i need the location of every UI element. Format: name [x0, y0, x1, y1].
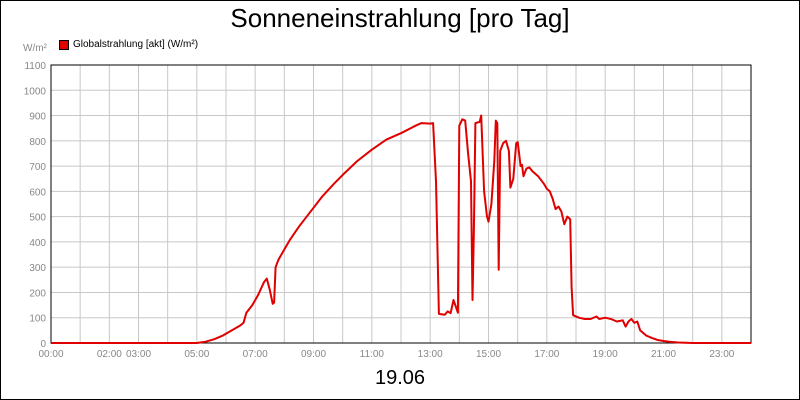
x-tick-label: 17:00 — [534, 349, 559, 360]
y-tick-label: 700 — [29, 162, 46, 173]
tick-layer: 0 100 200 300 400 500 600 700 800 900 1000 1100 00:0… — [24, 61, 735, 360]
x-tick-label: 05:00 — [184, 349, 209, 360]
x-tick-label: 03:00 — [126, 349, 151, 360]
y-axis-label: W/m² — [23, 43, 48, 54]
x-tick-label: 07:00 — [243, 349, 268, 360]
x-tick-label: 09:00 — [301, 349, 326, 360]
y-tick-label: 600 — [29, 187, 46, 198]
x-tick-label: 21:00 — [651, 349, 676, 360]
date-label: 19.06 — [374, 367, 426, 389]
series-line — [51, 114, 751, 344]
x-tick-label: 02:00 — [97, 349, 122, 360]
y-tick-label: 100 — [29, 314, 46, 325]
x-tick-label: 13:00 — [418, 349, 443, 360]
y-tick-label: 900 — [29, 112, 46, 123]
x-tick-label: 00:00 — [38, 349, 63, 360]
x-tick-label: 15:00 — [476, 349, 501, 360]
legend-swatch — [59, 39, 69, 50]
y-tick-label: 800 — [29, 137, 46, 148]
y-tick-label: 500 — [29, 213, 46, 224]
y-tick-label: 1000 — [24, 86, 47, 97]
x-tick-label: 23:00 — [709, 349, 734, 360]
grid-layer — [50, 64, 752, 344]
plot-border — [50, 64, 752, 344]
legend: Globalstrahlung [akt] (W/m²) — [59, 39, 198, 50]
legend-label: Globalstrahlung [akt] (W/m²) — [73, 39, 199, 50]
series-layer — [51, 114, 751, 344]
y-tick-label: 400 — [29, 238, 46, 249]
x-tick-label: 19:00 — [593, 349, 618, 360]
x-tick-label: 11:00 — [360, 349, 385, 360]
y-tick-label: 0 — [40, 339, 46, 350]
y-tick-label: 300 — [29, 263, 46, 274]
y-tick-label: 1100 — [24, 61, 46, 72]
chart-title: Sonneneinstrahlung [pro Tag] — [230, 3, 570, 33]
y-tick-label: 200 — [29, 288, 46, 299]
